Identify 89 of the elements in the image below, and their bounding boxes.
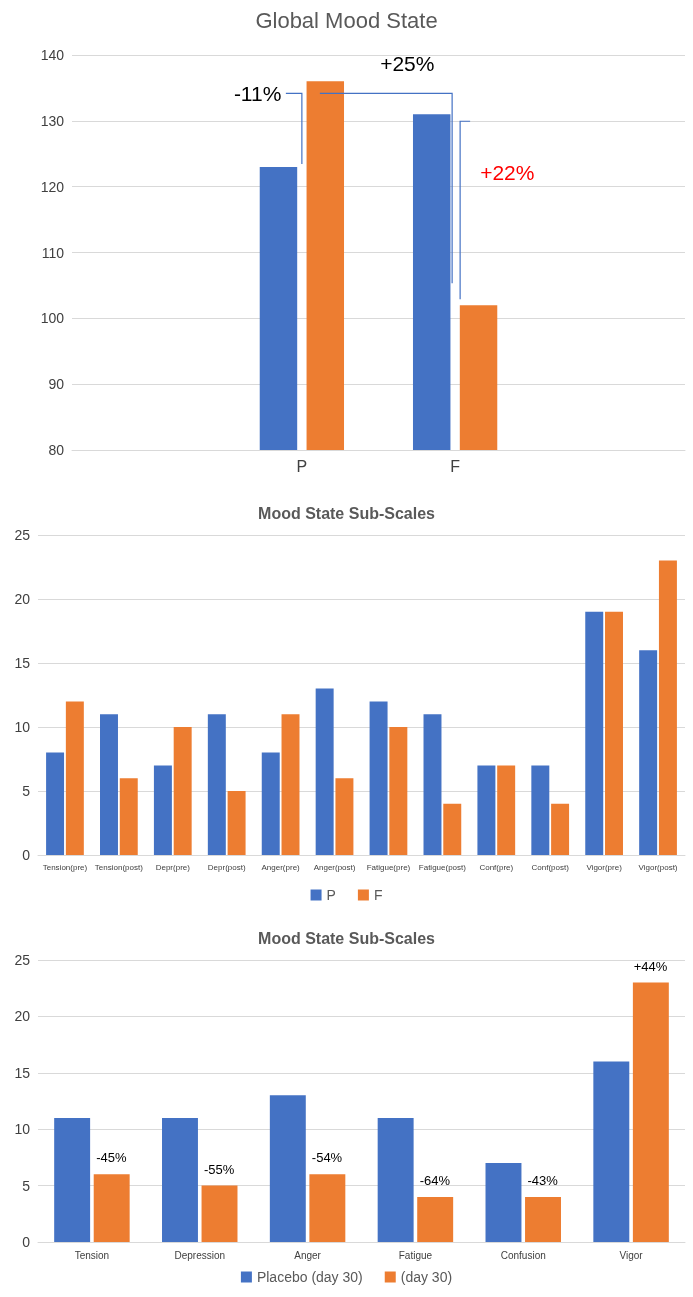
bar <box>153 765 172 855</box>
bar <box>377 1117 414 1242</box>
bar <box>162 1117 198 1242</box>
y-tick-label: 15 <box>14 1064 31 1081</box>
x-tick-label: Tension <box>74 1249 110 1261</box>
bar <box>261 752 280 855</box>
x-tick-label: Depr(post) <box>207 862 246 872</box>
annotation: -45% <box>96 1150 127 1166</box>
bar <box>201 1185 238 1242</box>
bar <box>309 1174 346 1242</box>
legend-label: Placebo (day 30) <box>256 1269 363 1285</box>
bar <box>335 778 354 855</box>
y-tick-label: 0 <box>22 847 31 863</box>
x-tick-label: Depression <box>174 1249 226 1261</box>
annotation: +44% <box>633 958 668 974</box>
bar <box>54 1117 91 1242</box>
bar <box>207 714 226 855</box>
x-tick-label: Depr(pre) <box>155 862 191 872</box>
y-tick-label: 0 <box>22 1234 31 1250</box>
bar <box>477 765 496 855</box>
bar <box>93 1174 130 1242</box>
y-tick-label: 5 <box>22 783 31 799</box>
x-tick-label: Fatigue(pre) <box>366 862 411 872</box>
y-tick-label: 90 <box>48 376 65 393</box>
bar <box>525 1196 561 1242</box>
legend-label: (day 30) <box>400 1269 453 1285</box>
chart-title: Mood State Sub-Scales <box>258 504 436 522</box>
bar <box>227 791 246 855</box>
chart-title: Global Mood State <box>255 7 438 33</box>
annotation: -43% <box>527 1172 559 1188</box>
bar <box>100 714 118 855</box>
annotation: -54% <box>311 1150 343 1166</box>
legend-label: P <box>326 887 336 903</box>
bar <box>423 714 442 855</box>
x-tick-label: Confusion <box>500 1249 546 1261</box>
bar <box>281 714 300 855</box>
bar <box>531 765 550 855</box>
y-tick-label: 120 <box>40 178 65 195</box>
x-tick-label: Vigor(pre) <box>586 862 623 872</box>
x-tick-label: Anger(post) <box>313 862 356 872</box>
annotation: +22% <box>480 161 535 185</box>
y-tick-label: 10 <box>14 719 31 735</box>
bar <box>585 611 604 855</box>
y-tick-label: 25 <box>14 952 31 968</box>
x-tick-label: Anger <box>294 1249 322 1261</box>
bar <box>443 803 462 855</box>
legend-label: F <box>373 887 383 903</box>
bar <box>632 982 669 1242</box>
bar <box>417 1196 454 1242</box>
y-tick-label: 20 <box>14 591 31 607</box>
x-tick-label: Tension(pre) <box>42 862 88 872</box>
bar <box>315 688 334 855</box>
chart-title: Mood State Sub-Scales <box>258 929 436 947</box>
y-tick-label: 25 <box>14 527 31 543</box>
y-tick-label: 80 <box>48 442 65 458</box>
y-tick-label: 5 <box>22 1177 31 1194</box>
bar <box>119 778 138 855</box>
bar <box>593 1061 630 1242</box>
bar <box>173 727 192 855</box>
bar <box>605 611 623 855</box>
bar <box>658 560 677 855</box>
x-tick-label: Vigor <box>619 1249 644 1261</box>
x-tick-label: Tension(post) <box>94 862 144 872</box>
x-tick-label: Fatigue <box>398 1249 433 1261</box>
x-tick-label: Fatigue(post) <box>418 862 467 872</box>
bar <box>269 1095 306 1242</box>
annotation: -11% <box>233 82 282 106</box>
x-tick-label: Conf(pre) <box>479 862 514 872</box>
bar <box>497 765 516 855</box>
x-tick-label: Conf(post) <box>531 862 570 872</box>
annotation: -55% <box>203 1161 235 1177</box>
bar <box>485 1163 522 1242</box>
bar <box>389 727 408 855</box>
bar <box>639 650 658 855</box>
bar <box>551 803 570 855</box>
y-tick-label: 140 <box>40 47 65 63</box>
bar <box>46 752 65 855</box>
y-tick-label: 130 <box>40 112 65 129</box>
annotation: +25% <box>380 52 435 76</box>
y-tick-label: 100 <box>40 310 65 327</box>
y-tick-label: 10 <box>14 1121 31 1138</box>
bar <box>65 701 84 855</box>
x-tick-label: Anger(pre) <box>261 862 301 872</box>
annotation: -64% <box>419 1172 451 1188</box>
y-tick-label: 110 <box>41 244 65 261</box>
y-tick-label: 20 <box>14 1008 31 1025</box>
x-tick-label: Vigor(post) <box>638 862 678 872</box>
bar <box>369 701 388 855</box>
y-tick-label: 15 <box>14 655 31 671</box>
